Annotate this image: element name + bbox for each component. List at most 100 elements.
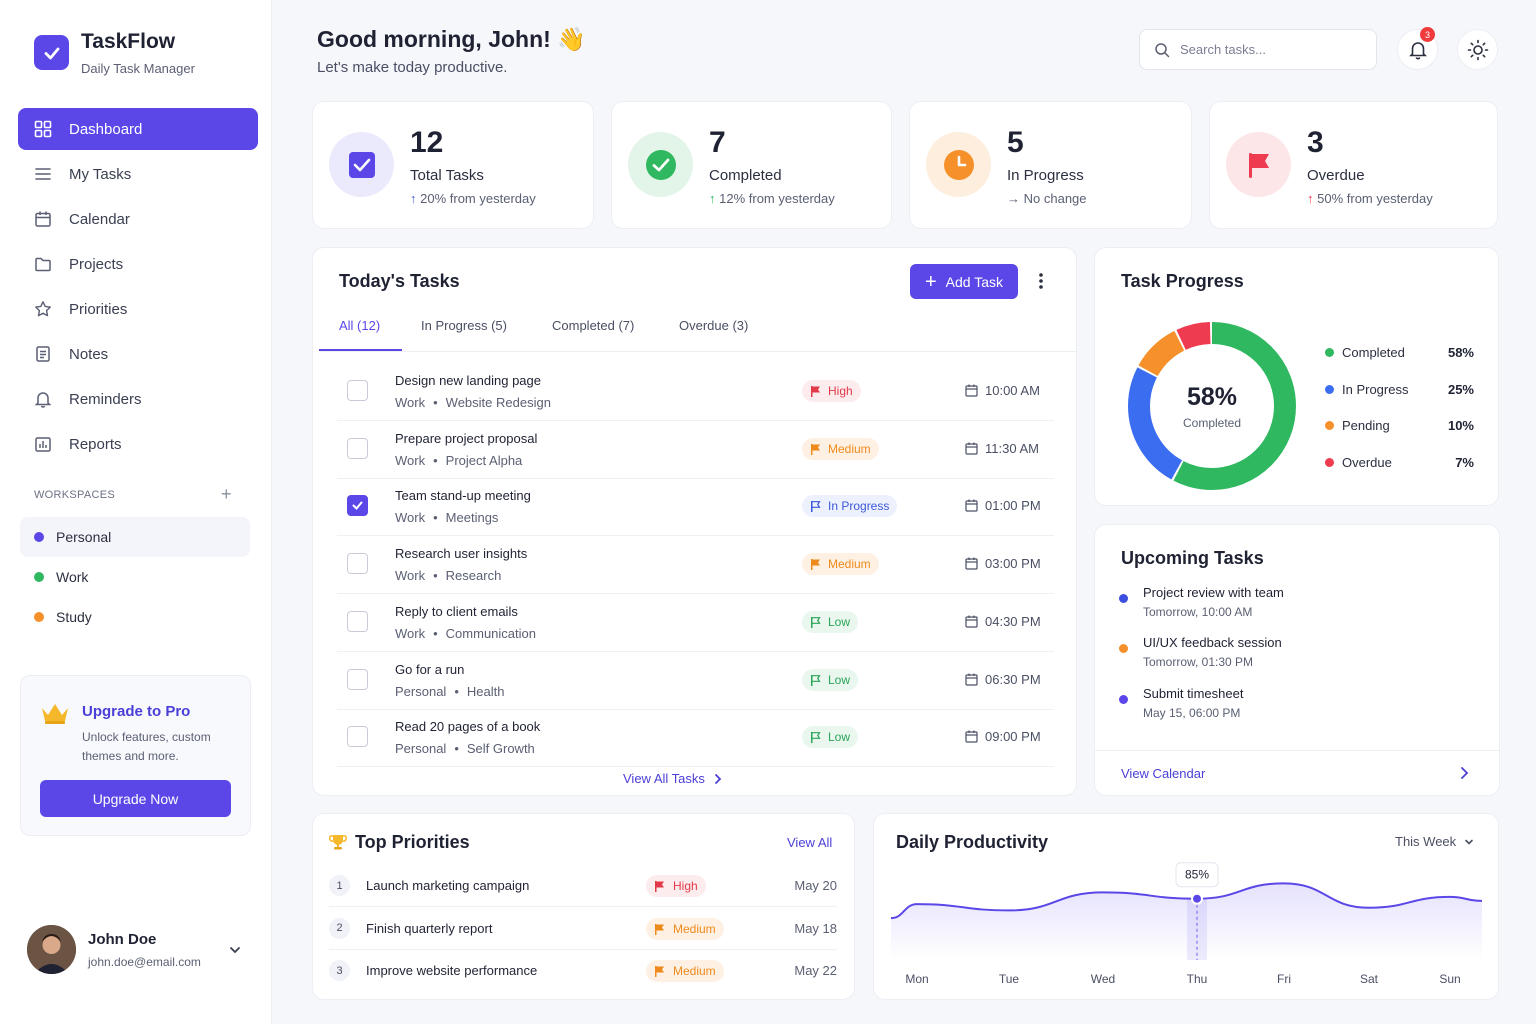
trend-flat-icon: →: [1007, 191, 1020, 206]
legend-dot: [1325, 348, 1334, 357]
nav-projects[interactable]: Projects: [18, 243, 258, 285]
bullet-separator: •: [454, 683, 459, 699]
stat-label: Overdue: [1307, 167, 1365, 184]
upgrade-now-button[interactable]: Upgrade Now: [40, 780, 231, 817]
priority-row[interactable]: 2 Finish quarterly report Medium May 18: [329, 908, 837, 950]
legend-in-progress: In Progress: [1325, 382, 1475, 397]
chevron-right-icon[interactable]: [1459, 766, 1469, 780]
nav-reminders[interactable]: Reminders: [18, 378, 258, 420]
week-select[interactable]: This Week: [1395, 834, 1474, 849]
task-project: Website Redesign: [445, 395, 551, 410]
upgrade-card: Upgrade to Pro Unlock features, custom t…: [20, 675, 251, 836]
tab-overdue[interactable]: Overdue (3): [679, 318, 749, 333]
search-box[interactable]: [1139, 29, 1377, 70]
task-checkbox[interactable]: [347, 553, 368, 575]
task-checkbox[interactable]: [347, 610, 368, 632]
view-calendar-link[interactable]: View Calendar: [1121, 766, 1206, 781]
priority-badge: Low: [802, 610, 859, 633]
task-checkbox[interactable]: [347, 726, 368, 748]
nav-my-tasks[interactable]: My Tasks: [18, 153, 258, 195]
task-time: 03:00 PM: [965, 556, 1041, 571]
search-input[interactable]: [1180, 42, 1360, 57]
priority-name: Launch marketing campaign: [366, 878, 530, 893]
chevron-down-icon[interactable]: [228, 943, 242, 957]
stat-icon-wrap: [1226, 132, 1291, 197]
notifications-button[interactable]: 3: [1397, 27, 1438, 70]
priority-label: Medium: [828, 557, 871, 572]
priority-label: Low: [828, 614, 851, 629]
stat-card-overdue: 3 Overdue ↑ 50% from yesterday: [1209, 101, 1498, 229]
task-category: Work: [395, 568, 426, 584]
legend-value: 25%: [1447, 382, 1474, 397]
task-checkbox[interactable]: [347, 380, 368, 401]
task-name: Read 20 pages of a book: [395, 719, 541, 735]
avatar[interactable]: [27, 925, 76, 974]
stat-card-in-progress: 5 In Progress → No change: [909, 101, 1192, 229]
workspace-label: Work: [56, 569, 89, 585]
add-workspace-icon[interactable]: +: [221, 484, 232, 504]
task-time: 01:00 PM: [965, 498, 1041, 513]
task-checkbox[interactable]: [347, 668, 368, 690]
nav-reports[interactable]: Reports: [18, 423, 258, 465]
task-project: Project Alpha: [445, 452, 523, 468]
x-tick-label: Tue: [999, 972, 1020, 986]
task-row[interactable]: Research user insights Work • Research Med…: [337, 536, 1054, 595]
tab-completed[interactable]: Completed (7): [552, 318, 635, 333]
workspace-study[interactable]: Study: [20, 597, 250, 637]
task-row[interactable]: Reply to client emails Work • Communicatio…: [337, 594, 1054, 652]
tab-in-progress[interactable]: In Progress (5): [421, 318, 507, 333]
nav-label: Calendar: [69, 210, 130, 228]
task-row[interactable]: Team stand-up meeting Work • Meetings In P…: [337, 478, 1054, 537]
trend-up-icon: ↑: [1307, 191, 1314, 206]
calendar-icon: [965, 557, 978, 570]
task-time-value: 01:00 PM: [985, 498, 1041, 514]
task-name: Prepare project proposal: [395, 430, 538, 446]
upcoming-tasks-card: Upcoming Tasks Project review with team …: [1094, 524, 1500, 796]
priority-row[interactable]: 1 Launch marketing campaign High May 20: [329, 865, 837, 907]
task-category: Personal: [395, 683, 447, 699]
donut-segment-in-progress: [1128, 322, 1296, 490]
star-icon: [35, 301, 51, 317]
divider: [1095, 750, 1499, 751]
task-tabs: All (12) In Progress (5) Completed (7) O…: [319, 306, 1077, 352]
nav-priorities[interactable]: Priorities: [18, 288, 258, 330]
task-checkbox[interactable]: [347, 495, 368, 517]
flag-outline-icon: [811, 732, 821, 744]
priority-badge: In Progress: [802, 495, 898, 518]
nav-calendar[interactable]: Calendar: [18, 198, 258, 240]
task-category: Personal: [395, 741, 447, 757]
task-meta: Personal • Health: [395, 684, 504, 699]
more-options-icon[interactable]: [1035, 270, 1047, 292]
flag-icon: [655, 923, 664, 935]
nav-notes[interactable]: Notes: [18, 333, 258, 375]
tab-all[interactable]: All (12): [339, 318, 381, 333]
priority-badge: Low: [802, 668, 859, 691]
task-row[interactable]: Prepare project proposal Work • Project Al…: [337, 421, 1054, 479]
task-row[interactable]: Design new landing page Work • Website Red…: [337, 363, 1054, 421]
task-meta: Work • Project Alpha: [395, 453, 522, 468]
task-checkbox[interactable]: [347, 437, 368, 459]
task-row[interactable]: Go for a run Personal • Health Low 06:30 P…: [337, 652, 1054, 710]
priority-row[interactable]: 3 Improve website performance Medium May…: [329, 950, 837, 992]
priority-label: In Progress: [828, 499, 890, 514]
legend-label: In Progress: [1342, 382, 1409, 397]
task-row[interactable]: Read 20 pages of a book Personal • Self Gr…: [337, 709, 1054, 768]
upgrade-description: Unlock features, custom themes and more.: [82, 730, 211, 763]
data-point-thu[interactable]: [1191, 892, 1203, 905]
priority-badge: Low: [802, 726, 859, 749]
workspace-personal[interactable]: Personal: [20, 517, 250, 557]
legend-overdue: Overdue: [1325, 455, 1475, 470]
nav-dashboard[interactable]: Dashboard: [18, 108, 258, 150]
workspace-work[interactable]: Work: [20, 557, 250, 597]
add-task-button[interactable]: + Add Task: [910, 264, 1018, 299]
priority-date: May 20: [794, 878, 837, 893]
task-time-value: 06:30 PM: [985, 671, 1041, 687]
theme-toggle-button[interactable]: [1457, 29, 1498, 70]
view-all-tasks-link[interactable]: View All Tasks: [623, 771, 723, 786]
view-all-priorities-link[interactable]: View All: [787, 835, 833, 850]
user-email: john.doe@email.com: [88, 955, 201, 969]
upcoming-name: UI/UX feedback session: [1143, 635, 1282, 650]
sun-icon: [1467, 39, 1488, 60]
folder-icon: [35, 257, 51, 272]
legend-label: Pending: [1342, 418, 1390, 433]
